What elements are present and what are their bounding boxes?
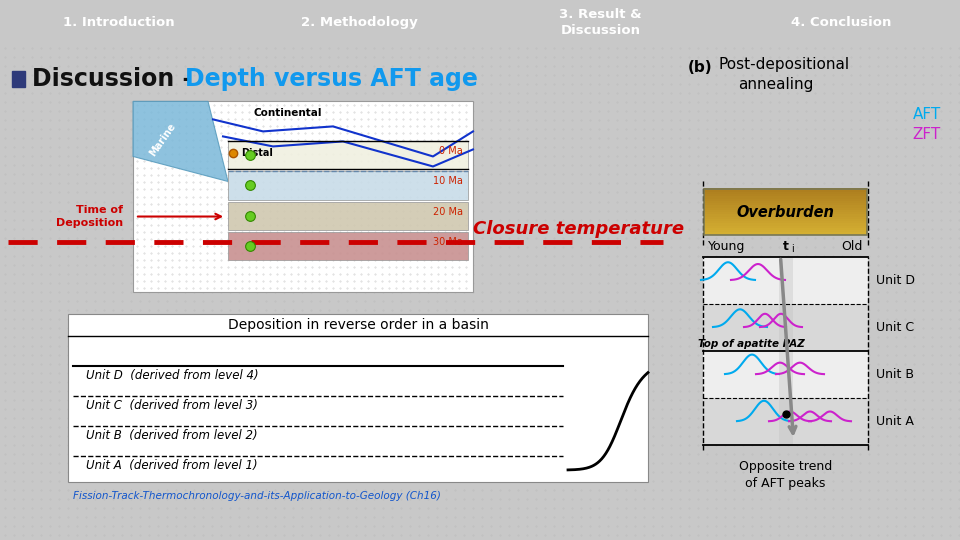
Text: Unit A: Unit A: [876, 415, 914, 428]
Bar: [704, 206, 867, 210]
Bar: [704, 193, 867, 196]
Bar: [704, 218, 867, 221]
Bar: [704, 200, 867, 203]
Polygon shape: [133, 102, 228, 181]
Bar: [779, 350, 793, 398]
Text: Unit B: Unit B: [876, 368, 914, 381]
Bar: [704, 215, 867, 219]
Text: 3. Result &
Discussion: 3. Result & Discussion: [559, 8, 642, 37]
Bar: [704, 222, 867, 226]
Bar: [228, 232, 468, 260]
Bar: [704, 195, 867, 199]
Text: 20 Ma: 20 Ma: [433, 206, 463, 217]
Bar: [704, 231, 867, 234]
Bar: [133, 102, 473, 292]
Text: Time of
Deposition: Time of Deposition: [56, 205, 123, 228]
Text: Distal: Distal: [241, 148, 273, 158]
Text: 2. Methodology: 2. Methodology: [301, 16, 418, 29]
Text: Marine: Marine: [148, 121, 178, 158]
Bar: [704, 190, 867, 234]
Text: Unit C: Unit C: [876, 321, 914, 334]
Bar: [704, 202, 867, 205]
Bar: [704, 209, 867, 212]
Bar: [228, 141, 468, 170]
Text: Discussion -: Discussion -: [32, 68, 201, 91]
Text: i: i: [791, 244, 794, 254]
Bar: [703, 256, 868, 303]
Text: Depth versus AFT age: Depth versus AFT age: [185, 68, 478, 91]
Text: Old: Old: [842, 240, 863, 253]
Text: 4. Conclusion: 4. Conclusion: [791, 16, 892, 29]
Text: Unit D: Unit D: [876, 274, 915, 287]
Bar: [703, 350, 868, 398]
Text: t: t: [782, 240, 788, 253]
Text: Opposite trend
of AFT peaks: Opposite trend of AFT peaks: [739, 460, 832, 490]
Text: Unit D  (derived from level 4): Unit D (derived from level 4): [86, 369, 258, 382]
Bar: [68, 314, 648, 482]
Text: Continental: Continental: [253, 109, 323, 118]
Bar: [228, 201, 468, 229]
Bar: [779, 398, 793, 445]
Bar: [704, 229, 867, 232]
Text: 1. Introduction: 1. Introduction: [62, 16, 175, 29]
Text: Unit A  (derived from level 1): Unit A (derived from level 1): [86, 460, 257, 472]
Text: ZFT: ZFT: [913, 127, 941, 142]
Bar: [703, 398, 868, 445]
Text: (b): (b): [688, 60, 712, 75]
Bar: [704, 191, 867, 194]
Bar: [703, 303, 868, 350]
Bar: [704, 188, 867, 192]
Text: Closure temperature: Closure temperature: [473, 220, 684, 238]
Text: Unit C  (derived from level 3): Unit C (derived from level 3): [86, 399, 258, 413]
Text: Unit B  (derived from level 2): Unit B (derived from level 2): [86, 429, 257, 442]
Bar: [704, 213, 867, 217]
Bar: [704, 220, 867, 223]
Bar: [12, 71, 25, 87]
Bar: [704, 225, 867, 228]
Text: 10 Ma: 10 Ma: [433, 177, 463, 186]
Text: Top of apatite PAZ: Top of apatite PAZ: [698, 339, 804, 349]
Bar: [704, 198, 867, 201]
Text: Deposition in reverse order in a basin: Deposition in reverse order in a basin: [228, 318, 489, 332]
Bar: [704, 204, 867, 207]
Text: Overburden: Overburden: [736, 205, 834, 220]
Text: Young: Young: [708, 240, 745, 253]
Bar: [704, 227, 867, 230]
Text: Fission-Track-Thermochronology-and-its-Application-to-Geology (Ch16): Fission-Track-Thermochronology-and-its-A…: [73, 491, 441, 501]
Text: AFT: AFT: [913, 107, 941, 122]
Text: 30 Ma: 30 Ma: [433, 237, 463, 247]
Bar: [779, 256, 793, 303]
Text: 0 Ma: 0 Ma: [440, 146, 463, 157]
Bar: [704, 211, 867, 214]
Bar: [228, 172, 468, 199]
Bar: [779, 303, 793, 350]
Text: Post-depositional: Post-depositional: [718, 57, 850, 72]
Text: annealing: annealing: [738, 77, 813, 92]
